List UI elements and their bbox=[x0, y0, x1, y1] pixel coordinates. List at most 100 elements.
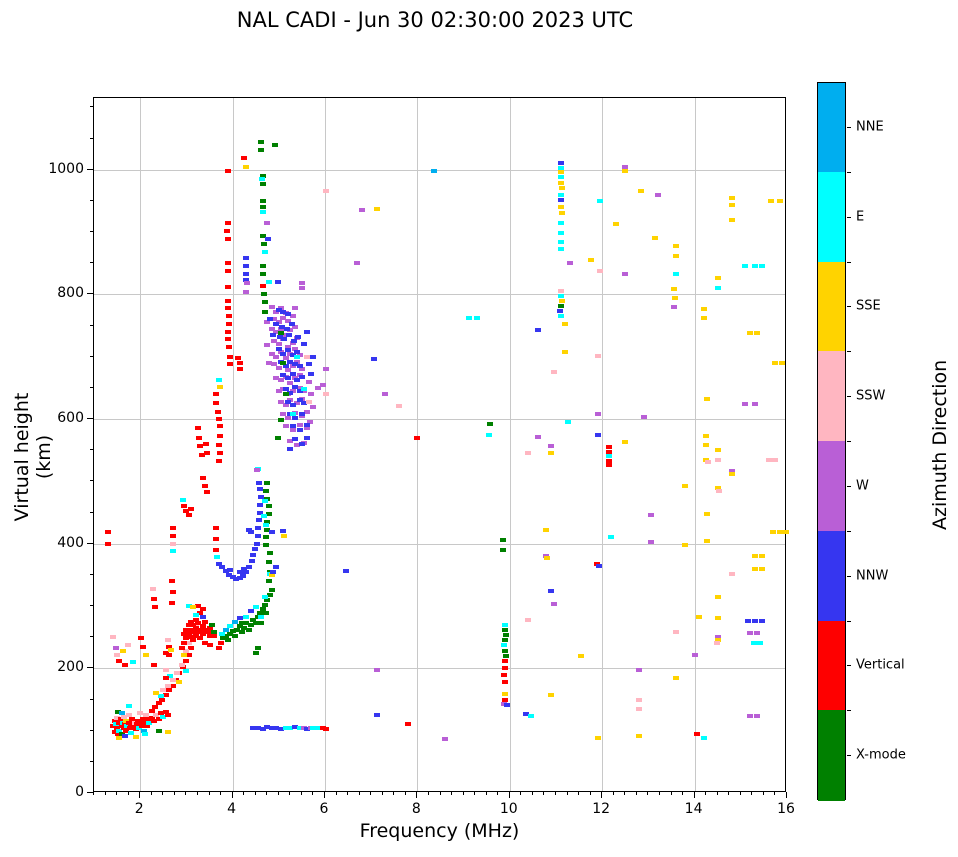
x-minor-tick bbox=[485, 792, 487, 795]
data-point-ssw bbox=[174, 671, 181, 676]
data-point-x-mode bbox=[229, 628, 236, 633]
data-point-w bbox=[285, 415, 292, 420]
data-point-w bbox=[647, 540, 654, 545]
data-point-nnw bbox=[257, 510, 264, 515]
data-point-vertical bbox=[194, 426, 201, 431]
data-point-vertical bbox=[183, 658, 190, 663]
data-point-x-mode bbox=[272, 142, 279, 147]
data-point-nnw bbox=[294, 349, 301, 354]
data-point-x-mode bbox=[280, 360, 287, 365]
x-minor-tick bbox=[705, 792, 707, 795]
colorbar bbox=[817, 82, 846, 801]
data-point-vertical bbox=[169, 534, 176, 539]
data-point-e bbox=[557, 294, 564, 299]
data-point-ssw bbox=[114, 652, 121, 657]
data-point-vertical bbox=[151, 596, 158, 601]
data-point-vertical bbox=[162, 650, 169, 655]
data-point-sse bbox=[217, 384, 224, 389]
data-point-vertical bbox=[111, 719, 118, 724]
data-point-sse bbox=[673, 676, 680, 681]
data-point-nnw bbox=[256, 517, 263, 522]
data-point-x-mode bbox=[258, 139, 265, 144]
x-tick-label-12: 12 bbox=[592, 801, 611, 817]
data-point-sse bbox=[558, 211, 565, 216]
x-tick-label-4: 4 bbox=[227, 801, 237, 817]
x-minor-tick bbox=[624, 792, 626, 795]
data-point-ssw bbox=[164, 683, 171, 688]
data-point-vertical bbox=[204, 489, 211, 494]
data-point-vertical bbox=[206, 642, 213, 647]
data-point-vertical bbox=[192, 633, 199, 638]
data-point-sse bbox=[594, 735, 601, 740]
data-point-x-mode bbox=[265, 579, 272, 584]
data-point-w bbox=[691, 653, 698, 658]
data-point-e bbox=[557, 239, 564, 244]
data-point-ssw bbox=[525, 450, 532, 455]
data-point-vertical bbox=[137, 721, 144, 726]
data-point-x-mode bbox=[499, 547, 506, 552]
data-point-ssw bbox=[170, 541, 177, 546]
y-minor-tick bbox=[90, 636, 93, 638]
data-point-sse bbox=[652, 236, 659, 241]
colorbar-tick-vertical bbox=[847, 665, 851, 667]
data-point-e bbox=[215, 378, 222, 383]
data-point-vertical bbox=[201, 619, 208, 624]
data-point-nnw bbox=[296, 398, 303, 403]
data-point-vertical bbox=[204, 630, 211, 635]
data-point-nnw bbox=[298, 374, 305, 379]
data-point-x-mode bbox=[503, 632, 510, 637]
data-point-e bbox=[501, 642, 508, 647]
data-point-e bbox=[261, 594, 268, 599]
x-major-tick-2 bbox=[139, 792, 141, 798]
data-point-x-mode bbox=[257, 611, 264, 616]
data-point-vertical bbox=[216, 434, 223, 439]
data-point-e bbox=[557, 220, 564, 225]
colorbar-block-w bbox=[818, 441, 845, 532]
data-point-w bbox=[294, 443, 301, 448]
data-point-vertical bbox=[211, 633, 218, 638]
data-point-nnw bbox=[296, 364, 303, 369]
data-point-sse bbox=[728, 195, 735, 200]
data-point-vertical bbox=[188, 635, 195, 640]
data-point-ssw bbox=[596, 268, 603, 273]
colorbar-category-label-w: W bbox=[856, 478, 869, 494]
data-point-vertical bbox=[185, 652, 192, 657]
data-point-ssw bbox=[765, 457, 772, 462]
gridline-x-12 bbox=[602, 98, 604, 791]
data-point-nnw bbox=[255, 725, 261, 730]
data-point-vertical bbox=[188, 646, 195, 651]
data-point-vertical bbox=[224, 261, 231, 266]
data-point-x-mode bbox=[502, 627, 509, 632]
data-point-vertical bbox=[130, 724, 137, 729]
data-point-nnw bbox=[298, 441, 305, 446]
colorbar-tick-e bbox=[847, 216, 851, 218]
data-point-nnw bbox=[255, 526, 261, 531]
data-point-w bbox=[285, 345, 292, 350]
data-point-w bbox=[548, 443, 555, 448]
data-point-vertical bbox=[405, 722, 412, 727]
x-minor-tick bbox=[474, 792, 476, 795]
x-minor-tick bbox=[370, 792, 372, 795]
data-point-w bbox=[291, 306, 298, 311]
x-minor-tick bbox=[277, 792, 279, 795]
x-minor-tick bbox=[220, 792, 222, 795]
data-point-nnw bbox=[522, 711, 529, 716]
x-minor-tick bbox=[358, 792, 360, 795]
data-point-nnw bbox=[291, 724, 298, 729]
y-minor-tick bbox=[90, 199, 93, 201]
data-point-nnw bbox=[199, 615, 206, 620]
data-point-w bbox=[278, 399, 285, 404]
data-point-nnw bbox=[250, 552, 257, 557]
data-point-vertical bbox=[502, 680, 509, 685]
data-point-e bbox=[564, 420, 571, 425]
data-point-nnw bbox=[303, 329, 310, 334]
colorbar-category-label-nne: NNE bbox=[856, 119, 884, 135]
data-point-vertical bbox=[181, 641, 188, 646]
data-point-x-mode bbox=[262, 611, 269, 616]
data-point-w bbox=[263, 220, 270, 225]
data-point-vertical bbox=[322, 726, 329, 731]
data-point-x-mode bbox=[278, 330, 285, 335]
data-point-nnw bbox=[280, 309, 287, 314]
data-point-nnw bbox=[236, 569, 243, 574]
data-point-sse bbox=[767, 198, 774, 203]
